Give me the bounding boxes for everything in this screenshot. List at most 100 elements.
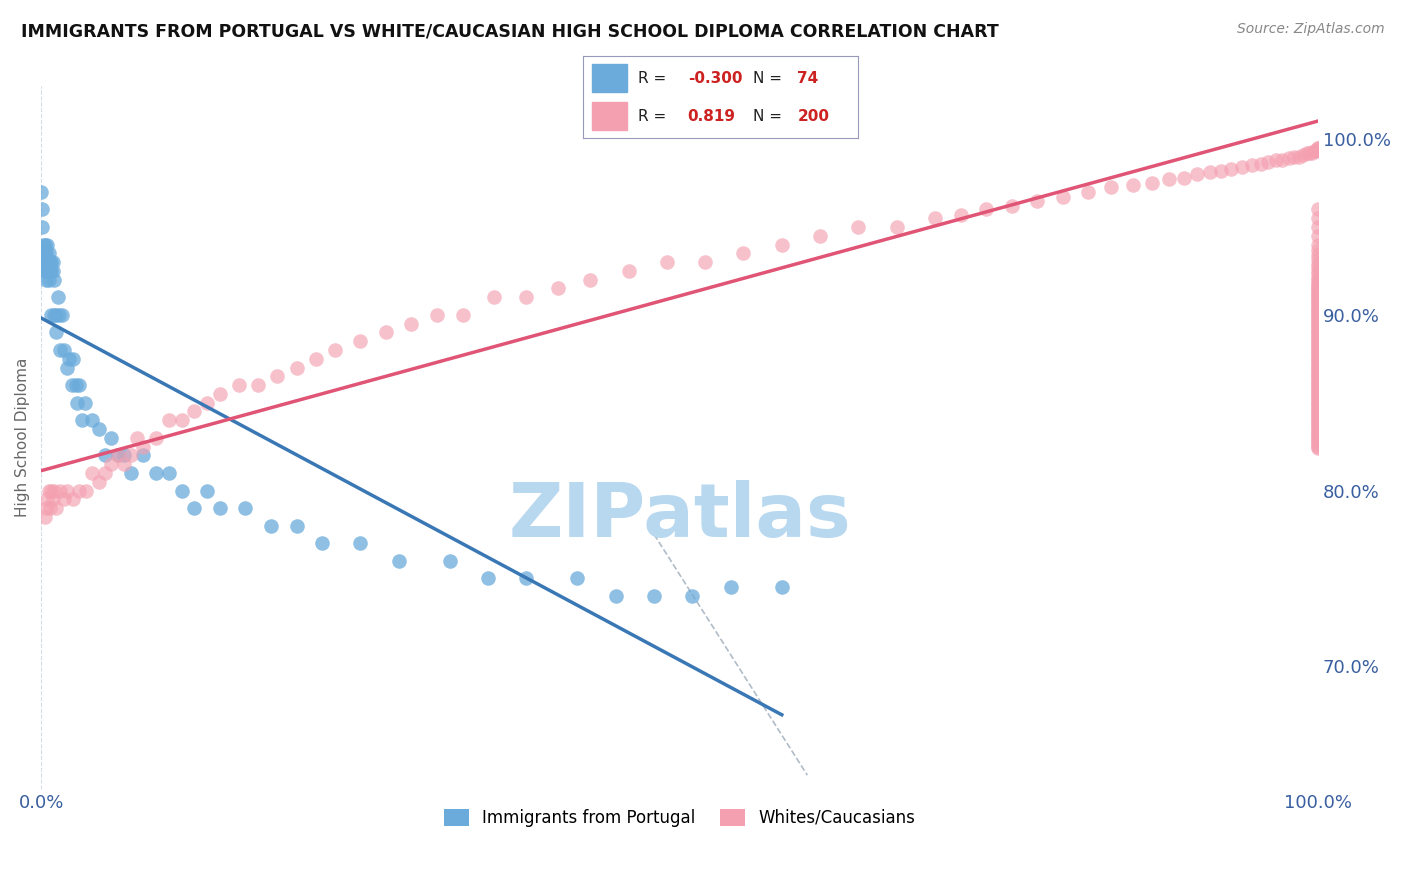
- Point: [1308, 324, 1330, 338]
- Point: [1308, 211, 1330, 226]
- Point: [1308, 331, 1330, 345]
- Point: [1303, 145, 1326, 159]
- Point: [41, 308, 63, 322]
- Bar: [592, 64, 627, 92]
- Point: [41, 255, 63, 269]
- Point: [32, 255, 55, 269]
- Text: 200: 200: [797, 109, 830, 124]
- Point: [46, 290, 69, 304]
- Point: [1308, 329, 1330, 343]
- Point: [34, 237, 56, 252]
- Point: [37, 264, 59, 278]
- Point: [1173, 170, 1195, 185]
- Point: [1308, 369, 1330, 384]
- Point: [60, 378, 83, 392]
- Point: [1308, 248, 1330, 262]
- Point: [45, 501, 67, 516]
- Point: [51, 308, 73, 322]
- Point: [1308, 357, 1330, 371]
- Point: [1308, 327, 1330, 342]
- Point: [1240, 158, 1263, 172]
- Point: [34, 246, 56, 260]
- Point: [770, 237, 793, 252]
- Point: [45, 308, 67, 322]
- Point: [37, 492, 59, 507]
- Point: [1301, 146, 1323, 161]
- Point: [30, 185, 52, 199]
- Point: [285, 360, 308, 375]
- Legend: Immigrants from Portugal, Whites/Caucasians: Immigrants from Portugal, Whites/Caucasi…: [437, 802, 922, 834]
- Point: [1308, 306, 1330, 320]
- Point: [1308, 277, 1330, 292]
- Point: [1250, 156, 1272, 170]
- Point: [1308, 427, 1330, 442]
- Point: [1308, 425, 1330, 440]
- Point: [1308, 295, 1330, 310]
- Point: [1308, 301, 1330, 315]
- Point: [1295, 146, 1317, 161]
- Point: [67, 483, 90, 498]
- Point: [1308, 393, 1330, 408]
- Point: [87, 475, 110, 489]
- Point: [1308, 311, 1330, 326]
- Point: [1308, 351, 1330, 366]
- Point: [643, 589, 665, 603]
- Point: [62, 351, 84, 366]
- Point: [107, 448, 129, 462]
- Point: [1306, 143, 1329, 157]
- Point: [87, 422, 110, 436]
- Point: [1308, 436, 1330, 450]
- Point: [82, 466, 104, 480]
- Point: [41, 255, 63, 269]
- Point: [1308, 326, 1330, 340]
- Point: [34, 264, 56, 278]
- Point: [1308, 299, 1330, 313]
- Point: [1099, 179, 1122, 194]
- Text: ZIPatlas: ZIPatlas: [509, 481, 851, 553]
- Point: [808, 228, 831, 243]
- Point: [720, 580, 742, 594]
- Point: [617, 264, 640, 278]
- Point: [374, 326, 396, 340]
- Point: [477, 571, 499, 585]
- Point: [125, 431, 148, 445]
- Point: [1308, 252, 1330, 266]
- Point: [49, 483, 72, 498]
- Point: [547, 281, 569, 295]
- Point: [1308, 283, 1330, 297]
- Point: [132, 448, 155, 462]
- Point: [32, 246, 55, 260]
- Point: [41, 492, 63, 507]
- Point: [132, 440, 155, 454]
- Point: [1308, 310, 1330, 324]
- Point: [1140, 176, 1163, 190]
- Point: [37, 237, 59, 252]
- Bar: [592, 103, 627, 130]
- Point: [1306, 143, 1329, 157]
- Point: [695, 255, 717, 269]
- Point: [38, 273, 60, 287]
- Point: [1308, 337, 1330, 351]
- Point: [1308, 404, 1330, 418]
- Point: [1308, 380, 1330, 394]
- Point: [1308, 346, 1330, 360]
- Point: [1220, 161, 1243, 176]
- Point: [247, 378, 270, 392]
- Point: [41, 264, 63, 278]
- Point: [35, 264, 58, 278]
- Point: [886, 219, 908, 234]
- Point: [1308, 355, 1330, 369]
- Point: [515, 571, 537, 585]
- Point: [1308, 228, 1330, 243]
- Text: N =: N =: [754, 109, 783, 124]
- Point: [567, 571, 589, 585]
- Point: [1308, 397, 1330, 411]
- Point: [1308, 387, 1330, 401]
- Point: [1308, 362, 1330, 376]
- Point: [1308, 392, 1330, 406]
- Point: [266, 369, 288, 384]
- Point: [1308, 371, 1330, 385]
- Point: [1305, 145, 1327, 159]
- Point: [681, 589, 703, 603]
- Point: [655, 255, 678, 269]
